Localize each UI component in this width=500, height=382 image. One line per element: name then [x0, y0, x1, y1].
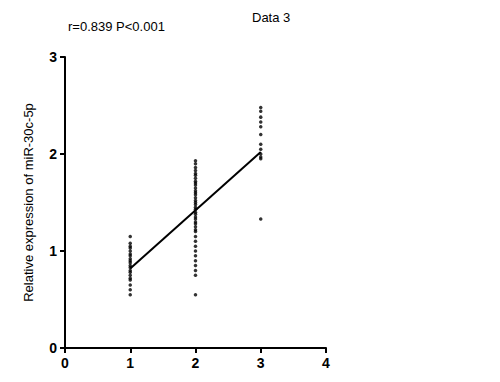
svg-text:r=0.839 P<0.001: r=0.839 P<0.001: [68, 19, 165, 34]
svg-text:Data 3: Data 3: [252, 10, 290, 25]
svg-text:4: 4: [322, 355, 330, 371]
svg-text:2: 2: [49, 146, 57, 162]
svg-text:Relative expression of miR-30c: Relative expression of miR-30c-5p: [21, 103, 36, 302]
svg-text:0: 0: [49, 340, 57, 356]
svg-text:1: 1: [49, 243, 57, 259]
svg-text:1: 1: [126, 355, 134, 371]
svg-text:3: 3: [257, 355, 265, 371]
svg-text:3: 3: [49, 49, 57, 65]
svg-text:2: 2: [192, 355, 200, 371]
svg-text:0: 0: [61, 355, 69, 371]
